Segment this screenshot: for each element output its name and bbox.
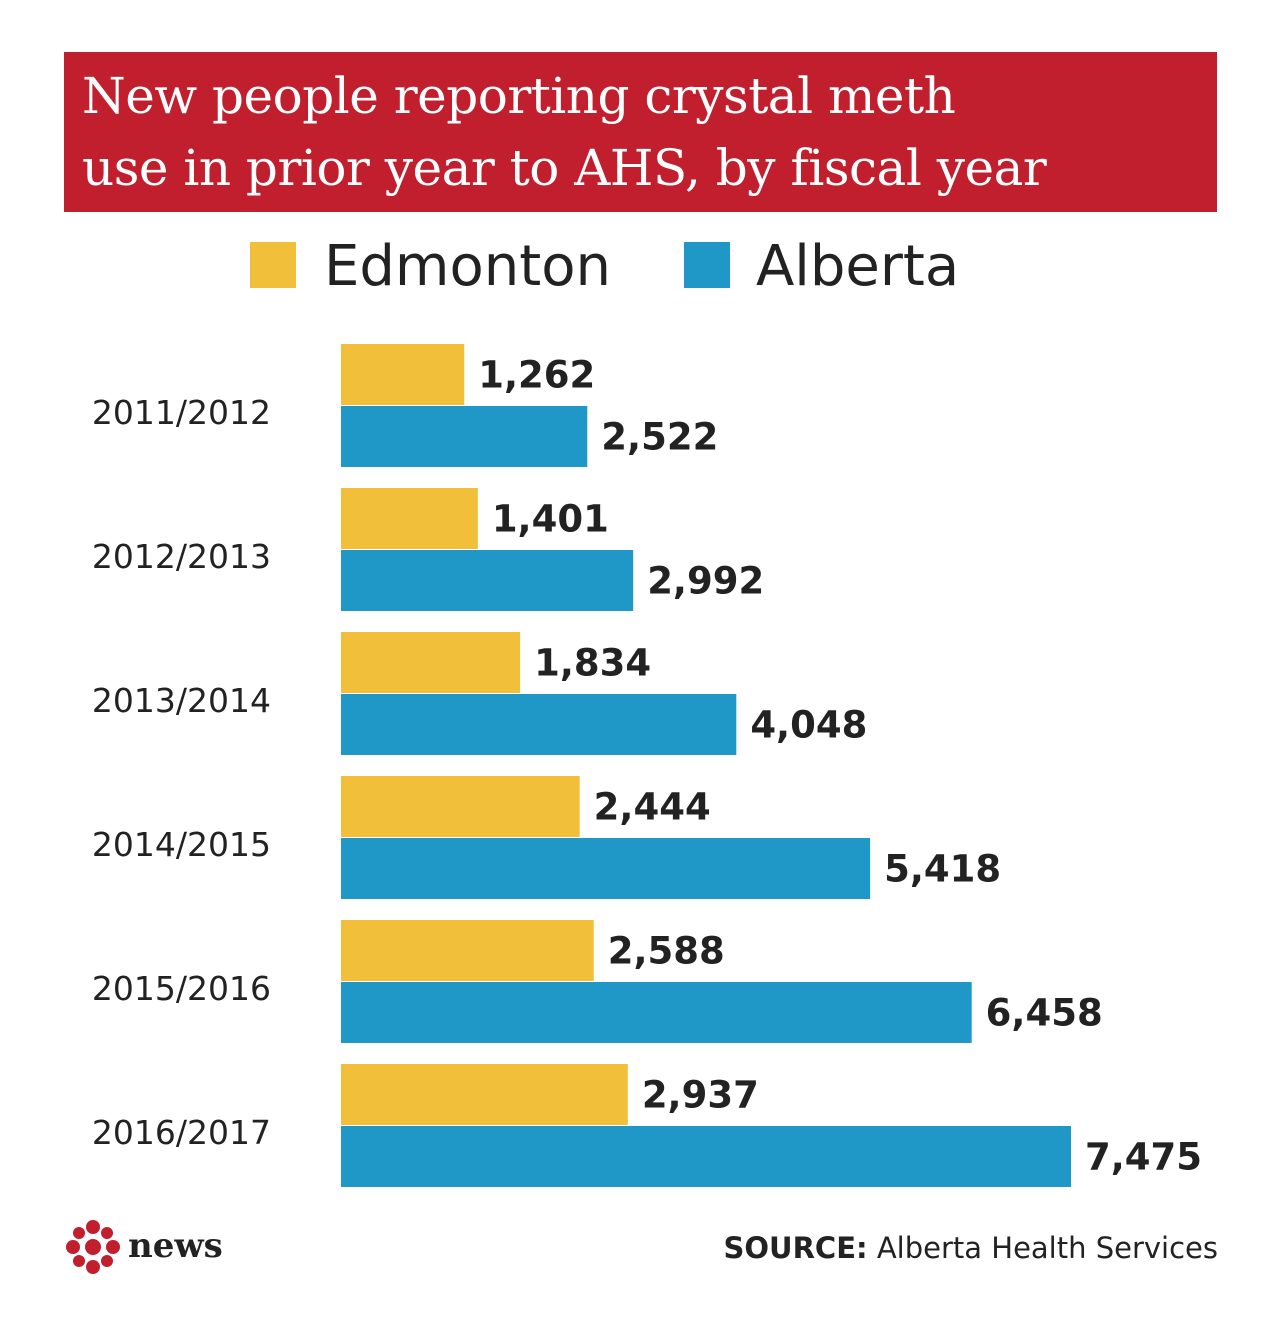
year-label: 2016/2017 [92,1113,271,1152]
bar-edmonton [341,1064,628,1125]
bar-alberta [341,838,871,899]
bar-edmonton [341,488,478,549]
value-label-alberta: 4,048 [750,704,867,747]
title-banner: New people reporting crystal meth use in… [64,52,1217,212]
legend-swatch-edmonton [250,242,296,288]
bar-alberta [341,406,588,467]
year-label: 2012/2013 [92,537,271,576]
value-label-alberta: 2,522 [601,416,718,459]
value-label-edmonton: 2,444 [594,786,711,829]
chart-title-line-1: New people reporting crystal meth [82,67,956,125]
bar-edmonton [341,344,465,405]
source-text: Alberta Health Services [876,1231,1218,1265]
legend: Edmonton Alberta [0,232,1280,302]
bar-edmonton [341,920,594,981]
value-label-edmonton: 1,262 [478,354,595,397]
value-label-alberta: 2,992 [647,560,764,603]
year-label: 2011/2012 [92,393,271,432]
year-label: 2013/2014 [92,681,271,720]
bar-alberta [341,694,737,755]
value-label-alberta: 7,475 [1085,1136,1202,1179]
value-label-alberta: 6,458 [986,992,1103,1035]
logo-text: news [128,1226,223,1266]
value-label-edmonton: 2,937 [642,1074,759,1117]
bar-edmonton [341,632,521,693]
year-label: 2015/2016 [92,969,271,1008]
year-label: 2014/2015 [92,825,271,864]
cbc-news-logo: news [64,1218,234,1278]
bar-alberta [341,982,972,1043]
legend-label-alberta: Alberta [756,234,960,299]
value-label-edmonton: 1,401 [492,498,609,541]
value-label-edmonton: 1,834 [534,642,651,685]
value-label-alberta: 5,418 [884,848,1001,891]
legend-label-edmonton: Edmonton [324,234,611,299]
bar-edmonton [341,776,580,837]
bar-alberta [341,1126,1071,1187]
legend-swatch-alberta [684,242,730,288]
value-label-edmonton: 2,588 [608,930,725,973]
source-label: SOURCE: [723,1231,868,1265]
cbc-gem-icon [66,1220,120,1274]
chart-title-line-2: use in prior year to AHS, by fiscal year [82,139,1047,197]
source-note: SOURCE: Alberta Health Services [724,1226,1219,1270]
bar-alberta [341,550,634,611]
